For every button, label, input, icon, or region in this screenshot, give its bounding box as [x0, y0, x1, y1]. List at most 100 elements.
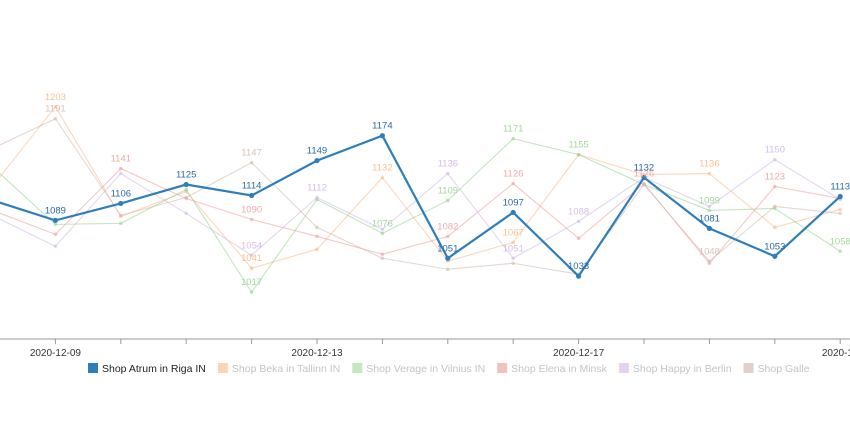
legend-label: Shop Verage in Vilnius IN: [366, 363, 485, 375]
legend-item[interactable]: Shop Elena in Minsk: [497, 363, 608, 375]
x-axis: 2020-12-09 2020-12-13 2020-12-17 2020-12: [0, 338, 850, 359]
data-point[interactable]: [119, 221, 123, 226]
data-point[interactable]: [380, 227, 385, 232]
data-label: 1113: [830, 181, 850, 192]
data-label: 1141: [111, 154, 131, 165]
data-point[interactable]: [511, 261, 515, 266]
data-point[interactable]: [576, 152, 581, 157]
data-point[interactable]: [380, 252, 385, 257]
data-point[interactable]: [315, 195, 319, 200]
data-point[interactable]: [838, 207, 842, 212]
data-point[interactable]: [641, 174, 647, 181]
data-label: 1051: [437, 243, 458, 254]
data-label: 1053: [764, 241, 785, 252]
data-point[interactable]: [446, 234, 450, 239]
legend-item[interactable]: Shop Happy in Berlin: [618, 363, 732, 375]
data-point[interactable]: [445, 255, 451, 261]
data-point[interactable]: [576, 273, 582, 279]
data-point[interactable]: [249, 217, 254, 222]
data-point[interactable]: [706, 225, 713, 231]
data-point[interactable]: [315, 225, 319, 230]
data-label: 1033: [568, 261, 589, 272]
data-point[interactable]: [773, 157, 777, 162]
data-point[interactable]: [576, 219, 581, 224]
data-label: 1058: [830, 236, 850, 247]
data-point[interactable]: [446, 198, 450, 203]
data-point[interactable]: [707, 171, 712, 176]
data-point[interactable]: [707, 204, 712, 209]
legend-item[interactable]: Shop Beka in Tallinn IN: [217, 363, 340, 375]
data-point[interactable]: [249, 160, 254, 165]
legend-swatch: [217, 363, 228, 373]
data-point[interactable]: [773, 225, 777, 230]
legend-item[interactable]: Shop Verage in Vilnius IN: [352, 363, 485, 375]
data-point[interactable]: [249, 266, 254, 271]
data-point[interactable]: [576, 236, 581, 241]
data-label: 1147: [241, 148, 261, 159]
data-point[interactable]: [380, 175, 385, 180]
data-point[interactable]: [184, 187, 188, 192]
data-point[interactable]: [315, 234, 319, 239]
data-point[interactable]: [315, 247, 319, 252]
data-point[interactable]: [119, 171, 123, 176]
data-point[interactable]: [511, 136, 515, 141]
data-label: 1112: [307, 182, 327, 193]
data-point[interactable]: [707, 208, 712, 213]
series-line: [0, 138, 841, 294]
data-label: 1106: [111, 188, 131, 199]
data-label: 1132: [372, 163, 392, 174]
data-point[interactable]: [53, 222, 58, 227]
data-point[interactable]: [838, 211, 842, 216]
data-point[interactable]: [837, 193, 843, 200]
data-point[interactable]: [184, 195, 188, 200]
data-point[interactable]: [446, 267, 450, 272]
data-point[interactable]: [52, 217, 59, 223]
data-point[interactable]: [510, 209, 516, 216]
data-point[interactable]: [380, 256, 385, 261]
data-point[interactable]: [773, 204, 777, 209]
data-point[interactable]: [249, 253, 254, 258]
data-point[interactable]: [511, 181, 515, 186]
legend-item[interactable]: Shop Galle: [743, 363, 810, 375]
data-point[interactable]: [773, 184, 777, 189]
data-point[interactable]: [314, 157, 320, 164]
data-point[interactable]: [380, 231, 385, 236]
data-label: 1017: [241, 277, 262, 288]
data-point[interactable]: [642, 182, 646, 187]
data-point[interactable]: [53, 244, 58, 249]
legend-item[interactable]: Shop Atrum in Riga IN: [88, 363, 206, 375]
data-point[interactable]: [53, 104, 58, 109]
data-label: 1099: [699, 195, 720, 206]
data-label: 1089: [45, 205, 66, 216]
data-label: 1067: [503, 227, 524, 238]
x-tick-label: 2020-12-17: [553, 348, 605, 359]
legend-label: Shop Elena in Minsk: [511, 363, 607, 375]
data-point[interactable]: [53, 116, 58, 121]
series-line: [0, 158, 841, 259]
data-label: 1149: [307, 146, 327, 157]
data-point[interactable]: [511, 240, 515, 245]
data-point[interactable]: [838, 249, 842, 254]
data-point[interactable]: [118, 200, 124, 207]
legend-swatch: [352, 363, 363, 373]
data-point[interactable]: [511, 256, 515, 261]
data-label: 1054: [241, 240, 262, 251]
data-point[interactable]: [184, 211, 188, 216]
data-point[interactable]: [772, 253, 778, 259]
data-point[interactable]: [379, 133, 385, 139]
legend-swatch: [743, 363, 754, 373]
legend-swatch: [497, 363, 508, 373]
data-point[interactable]: [53, 232, 58, 237]
data-point[interactable]: [183, 181, 189, 188]
data-point[interactable]: [249, 290, 254, 294]
data-label: 1126: [634, 169, 654, 180]
data-point[interactable]: [249, 192, 255, 199]
data-point[interactable]: [119, 166, 123, 171]
data-point[interactable]: [446, 171, 450, 176]
data-label: 1203: [45, 92, 66, 103]
data-label: 1114: [242, 180, 262, 191]
data-point[interactable]: [119, 213, 123, 218]
data-point[interactable]: [707, 259, 712, 264]
